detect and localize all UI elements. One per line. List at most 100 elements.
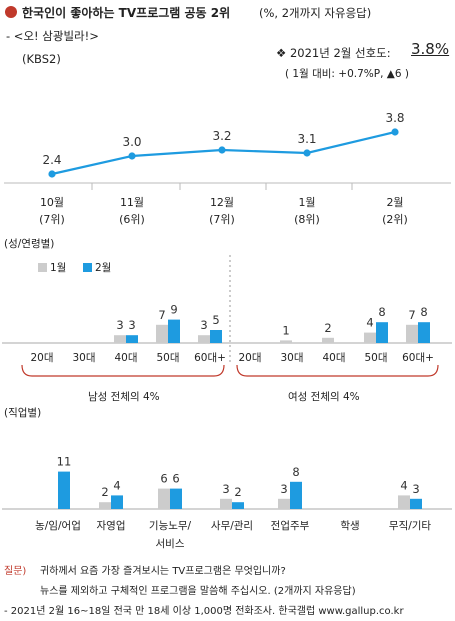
job-category-label: 무직/기타: [389, 520, 432, 532]
trend-rank-label: (6위): [119, 213, 145, 226]
legend-feb-swatch: [83, 263, 92, 272]
trend-rank-label: (7위): [39, 213, 65, 226]
trend-point-5: [391, 128, 399, 136]
age-value-label-jan: 3: [200, 318, 207, 332]
trend-rank-label: (8위): [294, 213, 320, 226]
title-bullet-icon: [5, 6, 17, 18]
age-bar-jan: [364, 332, 376, 343]
trend-rank-label: (7위): [209, 213, 235, 226]
job-bar-feb: [170, 488, 182, 509]
age-value-label-feb: 9: [170, 303, 177, 317]
age-bar-jan: [114, 335, 126, 343]
age-group-bracket: [236, 364, 439, 377]
age-bar-feb: [376, 322, 388, 343]
age-value-label-jan: 4: [366, 316, 373, 330]
job-value-label-jan: 4: [400, 478, 407, 492]
job-bar-feb: [232, 502, 244, 509]
age-bar-feb: [418, 322, 430, 343]
job-bar-feb: [58, 471, 70, 509]
trend-line-chart: 2.4 3.0 3.2 3.1 3.8 10월 (7위) 11월 (6위) 12월 (7위) 1월 (8…: [4, 111, 451, 226]
trend-point-4: [303, 149, 311, 157]
age-category-label: 30대: [72, 352, 95, 364]
legend-jan-swatch: [38, 263, 47, 272]
trend-month-label: 2월: [386, 196, 403, 209]
age-category-label: 50대: [364, 352, 387, 364]
job-section-label: (직업별): [4, 407, 42, 419]
age-category-label: 20대: [30, 352, 53, 364]
age-category-label: 40대: [322, 352, 345, 364]
trend-value-label: 3.8: [385, 111, 404, 125]
trend-month-label: 12월: [210, 196, 234, 209]
age-category-label: 60대+: [194, 352, 226, 364]
program-name: - <오! 삼광빌라!>: [6, 29, 99, 43]
age-bar-jan: [406, 324, 418, 343]
trend-point-2: [128, 152, 136, 160]
source-note: - 2021년 2월 16~18일 전국 만 18세 이상 1,000명 전화조…: [4, 606, 404, 617]
job-value-label-jan: 2: [101, 485, 108, 499]
trend-value-label: 3.2: [212, 129, 231, 143]
job-bar-jan: [278, 498, 290, 509]
question-line-1: 귀하께서 요즘 가장 즐겨보시는 TV프로그램은 무엇입니까?: [40, 566, 286, 577]
chart-title-note: (%, 2개까지 자유응답): [259, 6, 372, 20]
job-category-label: 학생: [340, 520, 359, 532]
job-value-label-jan: 3: [222, 482, 229, 496]
trend-month-label: 10월: [40, 196, 64, 209]
job-value-label-feb: 11: [57, 455, 72, 469]
channel-name: (KBS2): [22, 52, 61, 66]
legend-feb-label: 2월: [95, 262, 112, 274]
question-label: 질문): [4, 566, 27, 577]
trend-point-3: [218, 146, 226, 154]
age-bar-jan: [280, 340, 292, 343]
age-bar-feb: [168, 319, 180, 343]
legend-jan-label: 1월: [50, 262, 67, 274]
age-category-label: 50대: [156, 352, 179, 364]
job-bar-jan: [99, 502, 111, 509]
age-bar-jan: [198, 335, 210, 343]
age-value-label-jan: 7: [158, 308, 165, 322]
trend-rank-label: (2위): [382, 213, 408, 226]
age-value-label-jan: 2: [324, 321, 331, 335]
female-total-label: 여성 전체의 4%: [288, 391, 360, 403]
job-bar-feb: [111, 495, 123, 509]
job-bar-jan: [158, 488, 170, 509]
job-bar-jan: [398, 495, 410, 509]
trend-month-label: 1월: [298, 196, 315, 209]
age-bar-jan: [156, 324, 168, 343]
preference-label: ❖ 2021년 2월 선호도:: [276, 46, 391, 60]
age-bar-jan: [322, 337, 334, 343]
question-line-2: 뉴스를 제외하고 구체적인 프로그램을 말씀해 주십시오. (2개까지 자유응답…: [40, 586, 356, 597]
trend-point-1: [48, 170, 56, 178]
job-category-label: 사무/관리: [211, 520, 253, 532]
age-category-label: 20대: [238, 352, 261, 364]
job-bar-feb: [290, 481, 302, 509]
age-group-bracket: [21, 364, 225, 377]
age-category-label: 60대+: [402, 352, 434, 364]
job-category-label: 농/임/어업: [35, 519, 81, 532]
trend-month-label: 11월: [120, 196, 144, 209]
trend-value-label: 3.0: [122, 135, 141, 149]
job-value-label-feb: 2: [234, 485, 241, 499]
job-value-label-feb: 4: [113, 478, 120, 492]
age-value-label-jan: 7: [408, 308, 415, 322]
job-category-label: 기능노무/: [149, 520, 192, 532]
job-value-label-feb: 8: [292, 465, 299, 479]
age-value-label-feb: 5: [212, 313, 219, 327]
job-bar-jan: [220, 498, 232, 509]
trend-value-label: 2.4: [42, 153, 61, 167]
age-section-label: (성/연령별): [4, 238, 55, 250]
chart-title: 한국인이 좋아하는 TV프로그램 공동 2위: [22, 6, 231, 20]
job-value-label-feb: 6: [172, 472, 179, 486]
job-value-label-jan: 3: [280, 482, 287, 496]
job-bar-feb: [410, 498, 422, 509]
age-value-label-feb: 3: [128, 318, 135, 332]
job-category-label: 서비스: [156, 538, 185, 550]
preference-value: 3.8%: [411, 40, 450, 58]
job-value-label-jan: 6: [160, 472, 167, 486]
job-category-label: 전업주부: [271, 519, 310, 532]
age-bar-feb: [126, 335, 138, 343]
age-bar-feb: [210, 330, 222, 343]
age-category-label: 30대: [280, 352, 303, 364]
male-total-label: 남성 전체의 4%: [88, 391, 160, 403]
